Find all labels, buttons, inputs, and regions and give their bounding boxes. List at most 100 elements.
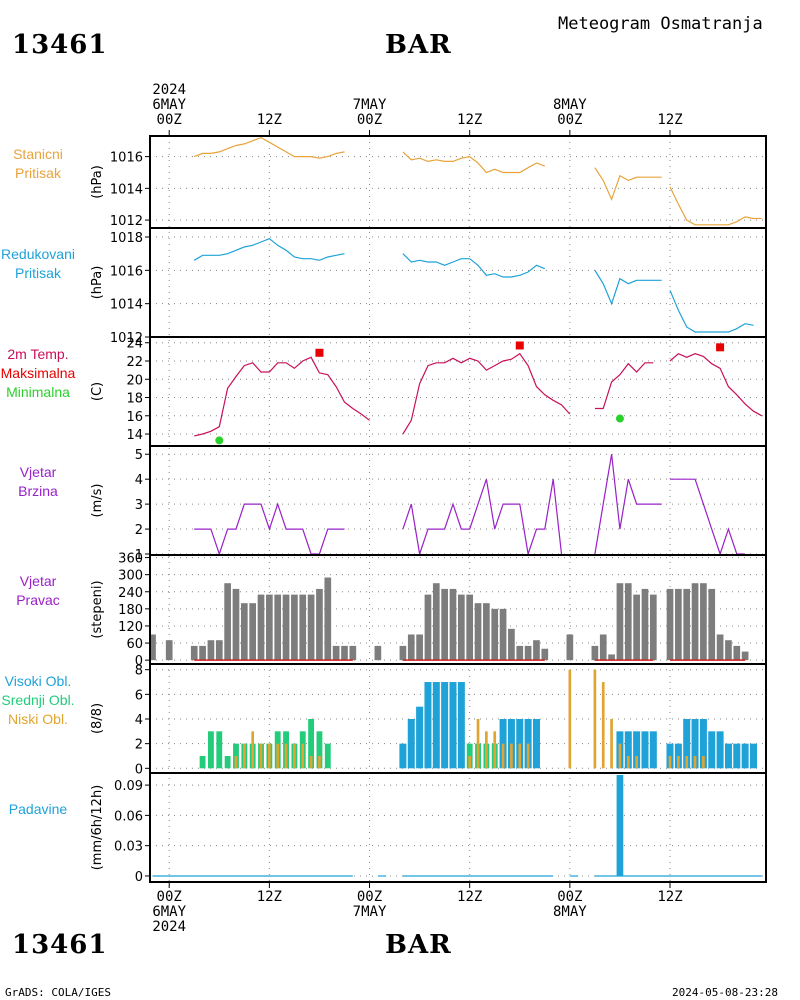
cloud_cover-low-bar-47 <box>702 755 705 769</box>
wind_direction-bar-19 <box>332 645 340 661</box>
wind_speed-ylabel: (m/s) <box>90 484 105 518</box>
cloud_cover-mid-bar-1 <box>199 755 206 769</box>
station_pressure-ylabel: (hPa) <box>90 165 105 199</box>
temperature-ytick-label-1: 16 <box>126 410 143 425</box>
precipitation-bar-0 <box>616 775 624 876</box>
wind_direction-ytick-label-1: 60 <box>126 637 143 652</box>
temperature-label-2: Minimalna <box>6 383 70 400</box>
cloud_cover-low-bar-14 <box>309 755 313 769</box>
cloud_cover-low-bar-12 <box>293 743 296 769</box>
wind_direction-bar-34 <box>491 608 499 661</box>
temperature-min-marker-1 <box>615 414 624 423</box>
wind_speed-ytick-label-3: 4 <box>135 473 143 488</box>
temperature-label-1: Maksimalna <box>0 364 76 381</box>
temperature-min-marker-0 <box>215 436 224 445</box>
wind_direction-bar-50 <box>666 588 674 661</box>
temperature-ylabel: (C) <box>90 382 105 401</box>
temperature-frame <box>149 336 767 447</box>
cloud_cover-high-bar-42 <box>649 731 657 769</box>
reduced_pressure-line-0-2 <box>594 269 662 306</box>
wind_direction-bar-30 <box>458 594 465 661</box>
precipitation-frame <box>149 772 767 883</box>
cloud_cover-low-bar-37 <box>610 719 613 769</box>
wind_direction-ylabel: (stepeni) <box>90 580 105 638</box>
wind_direction-bar-28 <box>441 588 448 661</box>
wind_direction-ytick-label-0: 0 <box>135 654 143 669</box>
station_pressure-label-1: Pritisak <box>15 164 61 181</box>
wind_speed-line-0-3 <box>670 478 746 556</box>
wind_direction-bar-37 <box>516 645 524 661</box>
cloud_cover-high-bar-19 <box>416 706 424 769</box>
wind_direction-bar-3 <box>199 645 206 661</box>
wind_direction-bar-36 <box>508 628 515 661</box>
cloud_cover-ytick-label-3: 6 <box>135 688 143 703</box>
wind_direction-bar-25 <box>416 634 423 661</box>
cloud_cover-low-bar-13 <box>301 743 305 769</box>
cloud_cover-low-bar-5 <box>234 755 238 769</box>
bottom-time-label-0: 00Z 6MAY 2024 <box>152 889 187 935</box>
cloud_cover-low-bar-6 <box>242 743 246 769</box>
wind_speed-line-0-2 <box>594 454 662 555</box>
wind_direction-bar-57 <box>725 640 732 661</box>
temperature-max-marker-2 <box>716 343 725 352</box>
wind_direction-bar-55 <box>708 588 716 661</box>
cloud_cover-ytick-label-4: 8 <box>135 664 143 679</box>
cloud_cover-high-bar-39 <box>624 731 632 769</box>
cloud_cover-low-bar-28 <box>493 731 497 769</box>
cloud_cover-label-2: Niski Obl. <box>8 710 68 727</box>
wind_direction-bar-41 <box>566 634 574 661</box>
reduced_pressure-frame <box>149 227 767 338</box>
reduced_pressure-ytick-label-0: 1012 <box>110 331 143 346</box>
precipitation-ytick-label-0: 0 <box>135 870 143 885</box>
reduced_pressure-line-0-0 <box>193 238 345 261</box>
wind_speed-frame <box>149 445 767 556</box>
cloud_cover-high-bar-20 <box>424 682 432 769</box>
temperature-line-0-2 <box>594 362 654 410</box>
wind_speed-label-0: Vjetar <box>19 464 57 480</box>
chart-title: Meteogram Osmatranja <box>558 14 763 34</box>
station_pressure-line-0-0 <box>193 136 345 159</box>
cloud_cover-high-bar-22 <box>441 682 449 769</box>
reduced_pressure-ytick-label-2: 1016 <box>110 264 143 279</box>
wind_direction-bar-8 <box>240 603 248 661</box>
cloud_cover-high-bar-18 <box>407 719 415 769</box>
wind_direction-ytick-label-2: 120 <box>118 620 143 635</box>
cloud_cover-ytick-label-1: 2 <box>135 738 143 753</box>
precipitation-ytick-label-2: 0.06 <box>114 809 143 824</box>
cloud_cover-low-bar-43 <box>668 755 672 769</box>
wind_direction-bar-23 <box>399 645 407 661</box>
bottom-time-label-2: 00Z 7MAY <box>352 889 387 920</box>
precipitation-ytick-label-1: 0.03 <box>114 840 143 855</box>
station_pressure-line-0-1 <box>402 151 546 174</box>
temperature-line-0-0 <box>194 356 370 437</box>
cloud_cover-low-bar-11 <box>284 743 288 769</box>
cloud_cover-mid-bar-16 <box>324 743 331 769</box>
station_pressure-frame <box>149 135 767 229</box>
wind_speed-line-0-1 <box>402 479 563 555</box>
cloud_cover-mid-bar-15 <box>316 731 323 769</box>
cloud_cover-high-bar-24 <box>457 682 465 769</box>
footer-credit: GrADS: COLA/IGES <box>5 986 111 999</box>
wind_direction-bar-35 <box>499 608 507 661</box>
station_pressure-line-0-3 <box>669 186 762 226</box>
top-time-label-0: 2024 6MAY 00Z <box>152 82 187 128</box>
wind_direction-bar-32 <box>474 603 482 661</box>
cloud_cover-high-bar-29 <box>499 719 507 769</box>
reduced_pressure-label-0: Redukovani <box>1 246 75 262</box>
cloud_cover-low-bar-32 <box>526 743 530 769</box>
cloud_cover-high-bar-17 <box>399 743 407 769</box>
temperature-max-marker-1 <box>515 341 524 350</box>
wind_speed-ytick-label-4: 5 <box>135 448 143 463</box>
cloud_cover-high-bar-31 <box>516 719 524 769</box>
cloud_cover-mid-bar-4 <box>224 755 231 769</box>
wind_direction-bar-0 <box>149 634 156 661</box>
wind_direction-ytick-label-4: 240 <box>118 586 143 601</box>
wind_direction-bar-7 <box>232 588 240 661</box>
wind_direction-label-0: Vjetar <box>19 573 57 589</box>
top-time-label-4: 8MAY 00Z <box>552 97 587 128</box>
wind_direction-bar-2 <box>190 645 198 661</box>
cloud_cover-low-bar-30 <box>510 743 513 769</box>
wind_direction-bar-6 <box>224 583 231 661</box>
wind_direction-bar-46 <box>624 583 632 661</box>
cloud_cover-high-bar-33 <box>532 719 540 769</box>
